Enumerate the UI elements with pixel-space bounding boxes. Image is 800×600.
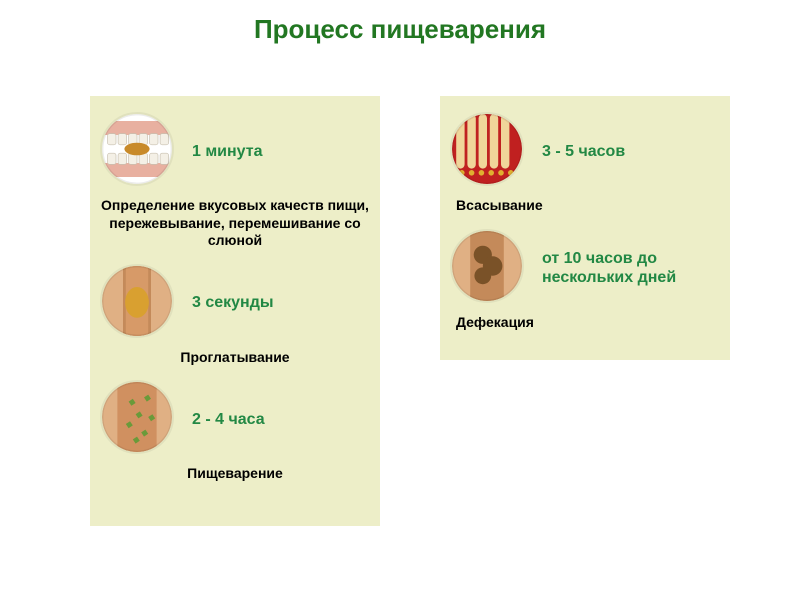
stage-chewing: 1 минута <box>100 112 370 191</box>
stage-absorption-time: 3 - 5 часов <box>542 142 625 161</box>
stage-defecation-caption: Дефекация <box>450 314 720 332</box>
stage-defecation: от 10 часов до нескольких дней <box>450 229 720 308</box>
swallow-icon <box>100 264 174 343</box>
stage-digestion-caption: Пищеварение <box>100 465 370 483</box>
left-panel: 1 минута Определение вкусовых качеств пи… <box>90 96 380 526</box>
chewing-icon <box>100 112 174 191</box>
right-panel: 3 - 5 часов Всасывание от 10 часов до не… <box>440 96 730 360</box>
digestion-icon <box>100 380 174 459</box>
absorption-icon <box>450 112 524 191</box>
stage-swallow: 3 секунды <box>100 264 370 343</box>
stage-chewing-caption: Определение вкусовых качеств пищи, переж… <box>100 197 370 250</box>
stage-chewing-time: 1 минута <box>192 142 263 161</box>
stage-digestion: 2 - 4 часа <box>100 380 370 459</box>
page-title: Процесс пищеварения <box>0 14 800 45</box>
stage-swallow-caption: Проглатывание <box>100 349 370 367</box>
stage-defecation-time: от 10 часов до нескольких дней <box>542 249 720 287</box>
page: Процесс пищеварения 1 минута Определение… <box>0 0 800 600</box>
stage-absorption: 3 - 5 часов <box>450 112 720 191</box>
stage-absorption-caption: Всасывание <box>450 197 720 215</box>
stage-swallow-time: 3 секунды <box>192 293 274 312</box>
stage-digestion-time: 2 - 4 часа <box>192 410 265 429</box>
defecation-icon <box>450 229 524 308</box>
